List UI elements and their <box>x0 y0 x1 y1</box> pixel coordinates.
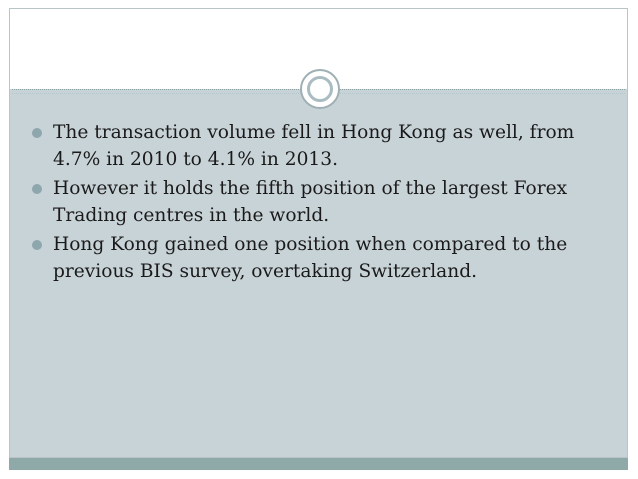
bullet-dot-icon <box>32 128 42 138</box>
footer-bar <box>9 458 628 470</box>
bullet-text: However it holds the fifth position of t… <box>53 178 568 226</box>
decorative-circle-icon <box>300 69 340 109</box>
bullet-dot-icon <box>32 240 42 250</box>
bullet-dot-icon <box>32 184 42 194</box>
slide-frame: The transaction volume fell in Hong Kong… <box>9 8 628 458</box>
bullet-text: The transaction volume fell in Hong Kong… <box>53 122 575 170</box>
bullet-item: Hong Kong gained one position when compa… <box>31 231 621 285</box>
bullet-list: The transaction volume fell in Hong Kong… <box>31 119 621 285</box>
bullet-item: The transaction volume fell in Hong Kong… <box>31 119 621 173</box>
bullet-text: Hong Kong gained one position when compa… <box>53 234 568 282</box>
slide-content: The transaction volume fell in Hong Kong… <box>31 119 621 285</box>
decorative-ring-icon <box>307 76 333 102</box>
bullet-item: However it holds the fifth position of t… <box>31 175 621 229</box>
